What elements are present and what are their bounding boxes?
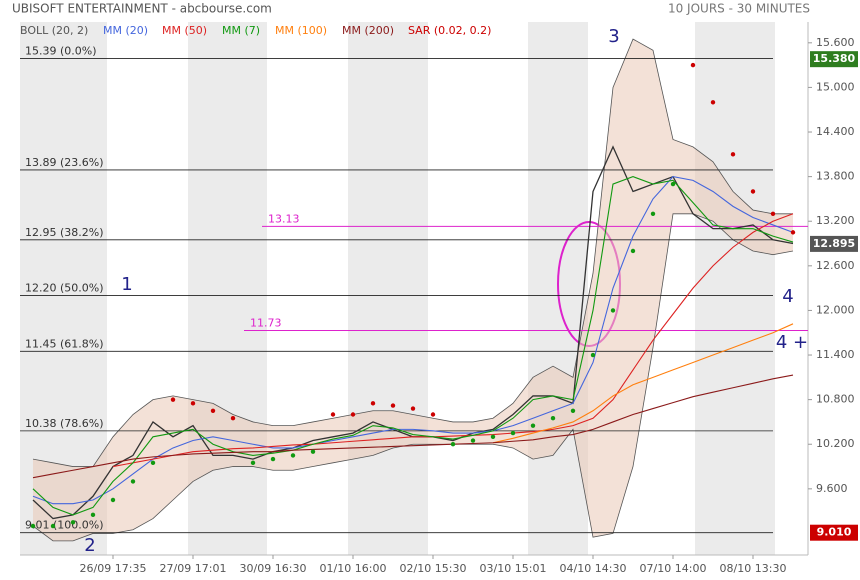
price-tag-label: 9.010 [817, 526, 852, 539]
x-tick-label: 26/09 17:35 [80, 562, 147, 575]
x-tick-label: 30/09 16:30 [240, 562, 307, 575]
price-tag [810, 51, 858, 68]
annotation: 4 + [776, 332, 808, 353]
sar-dot [210, 408, 216, 413]
sar-dot [550, 416, 556, 421]
sar-dot [470, 438, 476, 443]
y-tick-label: 11.400 [816, 348, 855, 361]
x-tick-label: 01/10 16:00 [320, 562, 387, 575]
fib-label: 13.89 (23.6%) [25, 156, 104, 169]
annotation: 4 [782, 286, 793, 307]
annotation: 2 [84, 535, 95, 556]
sar-dot [670, 181, 676, 187]
sar-dot [490, 434, 496, 440]
y-tick-label: 10.200 [816, 437, 855, 450]
sar-dot [570, 408, 576, 413]
sar-dot [530, 423, 536, 428]
chart-title: UBISOFT ENTERTAINMENT - abcbourse.com [12, 2, 272, 16]
x-tick-label: 03/10 15:01 [480, 562, 547, 575]
y-tick-label: 10.800 [816, 393, 855, 406]
sar-dot [150, 460, 156, 466]
fib-label: 9.01 (100.0%) [25, 519, 104, 532]
price-tag-label: 12.895 [813, 237, 855, 250]
legend-item: MM (100) [275, 24, 327, 37]
sar-dot [450, 442, 456, 447]
y-tick-label: 12.000 [816, 303, 855, 316]
sar-dot [290, 453, 296, 458]
x-tick-label: 07/10 14:00 [640, 562, 707, 575]
legend-item: SAR (0.02, 0.2) [408, 24, 491, 37]
legend-item: MM (50) [162, 24, 207, 37]
sar-dot [510, 430, 516, 436]
sar-dot [690, 62, 696, 68]
sar-dot [270, 456, 276, 462]
sar-dot [730, 152, 736, 157]
chart-subtitle: 10 JOURS - 30 MINUTES [668, 2, 810, 16]
session-band [348, 22, 428, 555]
x-tick-label: 04/10 14:30 [560, 562, 627, 575]
sar-dot [190, 401, 196, 406]
x-tick-label: 08/10 13:30 [720, 562, 787, 575]
session-band [695, 22, 775, 555]
fib-label: 12.20 (50.0%) [25, 282, 104, 295]
sar-dot [430, 412, 436, 417]
sar-dot [250, 460, 256, 466]
sar-dot [610, 308, 616, 313]
ma-line [492, 323, 794, 444]
y-tick-label: 12.600 [816, 259, 855, 272]
y-tick-label: 9.600 [816, 482, 848, 495]
sar-dot [230, 416, 236, 421]
legend-item: BOLL (20, 2) [20, 24, 88, 37]
fib-label: 15.39 (0.0%) [25, 44, 97, 57]
y-tick-label: 14.400 [816, 125, 855, 138]
sar-dot [350, 412, 356, 417]
x-tick-label: 27/09 17:01 [160, 562, 227, 575]
sar-dot [750, 189, 756, 194]
sar-dot [30, 523, 36, 529]
sar-dot [90, 512, 96, 518]
sar-dot [310, 449, 316, 454]
sar-dot [410, 406, 416, 411]
fib-label: 12.95 (38.2%) [25, 226, 104, 239]
annotation: 1 [121, 274, 132, 295]
sar-dot [50, 523, 56, 529]
sar-dot [590, 352, 596, 358]
bollinger-fill [33, 39, 793, 541]
sar-dot [70, 520, 76, 525]
bollinger-lower [32, 213, 794, 542]
level-label: 13.13 [268, 212, 300, 225]
price-tag-label: 15.380 [813, 52, 856, 65]
legend-item: MM (200) [342, 24, 394, 37]
ma-line [32, 176, 794, 505]
price-tag [810, 235, 858, 252]
sar-dot [790, 230, 796, 235]
y-tick-label: 13.800 [816, 170, 855, 183]
annotation: 3 [608, 26, 619, 47]
y-tick-label: 15.600 [816, 36, 855, 49]
sar-dot [330, 412, 336, 417]
sar-dot [650, 211, 656, 216]
sar-dot [710, 100, 716, 105]
level-label: 11.73 [250, 317, 282, 330]
fib-label: 10.38 (78.6%) [25, 417, 104, 430]
ma-line [32, 374, 794, 479]
ma-line [32, 176, 794, 516]
y-tick-label: 13.200 [816, 214, 855, 227]
bollinger-upper [32, 38, 793, 467]
sar-dot [390, 403, 396, 408]
sar-dot [110, 497, 116, 503]
sar-dot [130, 479, 136, 484]
sar-dot [170, 397, 176, 402]
fib-label: 11.45 (61.8%) [25, 337, 104, 350]
price-tag [810, 524, 858, 541]
sar-dot [370, 401, 376, 406]
sar-dot [630, 248, 636, 254]
x-tick-label: 02/10 15:30 [400, 562, 467, 575]
legend-item: MM (20) [103, 24, 148, 37]
sar-dot [770, 211, 776, 216]
legend-item: MM (7) [222, 24, 260, 37]
y-tick-label: 15.000 [816, 80, 855, 93]
